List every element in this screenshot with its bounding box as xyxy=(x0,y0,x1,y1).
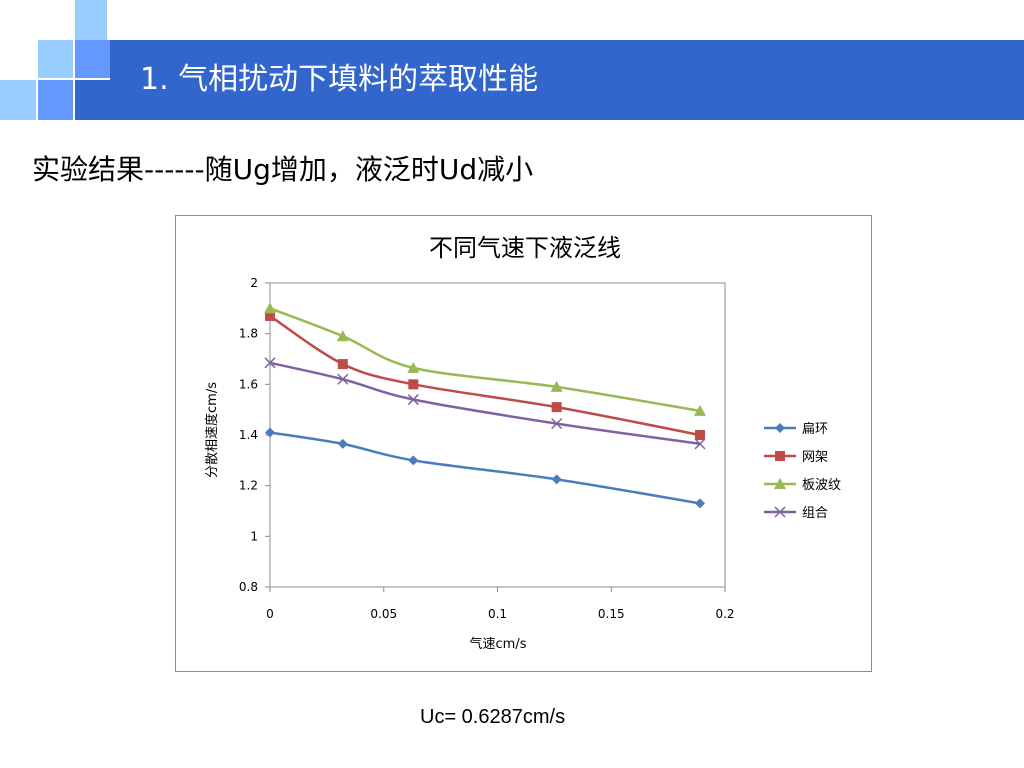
y-tick-label: 1.6 xyxy=(239,377,258,391)
series-line xyxy=(269,431,701,505)
plot-area xyxy=(269,282,726,588)
data-point xyxy=(337,373,349,385)
chart-frame xyxy=(175,215,872,672)
legend-label: 网架 xyxy=(802,450,828,465)
data-point xyxy=(408,455,419,466)
series-line xyxy=(269,314,701,437)
cross-stroke xyxy=(264,357,276,369)
data-point xyxy=(694,498,705,509)
y-tick-label: 1.8 xyxy=(239,327,258,341)
slide-subtitle: 实验结果------随Ug增加，液泛时Ud减小 xyxy=(32,153,534,186)
y-tick-label: 1 xyxy=(250,529,258,543)
data-point xyxy=(551,418,563,430)
data-point xyxy=(775,423,785,433)
data-point xyxy=(336,330,349,342)
x-tick-label: 0.2 xyxy=(715,607,734,621)
y-tick-label: 1.2 xyxy=(239,479,258,493)
cross-stroke xyxy=(694,438,706,450)
decor-square xyxy=(38,40,73,78)
x-tick-label: 0.15 xyxy=(598,607,625,621)
data-point xyxy=(774,478,786,489)
x-axis-label: 气速cm/s xyxy=(470,636,527,652)
cross-stroke xyxy=(337,373,349,385)
data-point xyxy=(693,404,706,416)
legend-label: 板波纹 xyxy=(802,478,841,493)
uc-footnote: Uc= 0.6287cm/s xyxy=(420,706,566,728)
data-point xyxy=(337,438,348,449)
y-tick-label: 0.8 xyxy=(239,580,258,594)
series-line xyxy=(269,361,701,446)
series-line xyxy=(269,307,701,413)
cross-stroke xyxy=(407,394,419,406)
data-point xyxy=(775,451,785,461)
decor-square xyxy=(75,0,107,40)
cross-stroke xyxy=(551,418,563,430)
data-point xyxy=(265,427,275,438)
legend-label: 组合 xyxy=(802,506,828,521)
x-tick-label: 0.05 xyxy=(370,607,397,621)
decor-square xyxy=(38,80,73,120)
data-point xyxy=(264,302,276,314)
chart-title: 不同气速下液泛线 xyxy=(429,234,621,262)
data-point xyxy=(551,402,562,413)
data-point xyxy=(694,438,706,450)
data-point xyxy=(694,430,705,440)
data-point xyxy=(407,361,420,373)
y-axis-label: 分散相速度cm/s xyxy=(204,382,220,478)
title-banner xyxy=(110,40,1024,120)
data-point xyxy=(550,380,563,392)
data-point xyxy=(337,359,348,370)
x-tick-label: 0.1 xyxy=(488,607,507,621)
legend-label: 扁环 xyxy=(802,422,828,437)
data-point xyxy=(551,474,562,485)
cross-stroke xyxy=(774,506,786,518)
y-tick-label: 2 xyxy=(250,276,258,290)
decor-square xyxy=(0,80,36,120)
y-tick-label: 1.4 xyxy=(239,428,258,442)
slide-title: 1. 气相扰动下填料的萃取性能 xyxy=(140,62,539,97)
data-point xyxy=(407,394,419,406)
decor-square xyxy=(75,80,110,120)
data-point xyxy=(264,357,276,369)
data-point xyxy=(774,506,786,518)
x-tick-label: 0 xyxy=(266,607,274,621)
decor-square xyxy=(75,40,110,78)
data-point xyxy=(408,379,419,390)
data-point xyxy=(265,310,275,321)
